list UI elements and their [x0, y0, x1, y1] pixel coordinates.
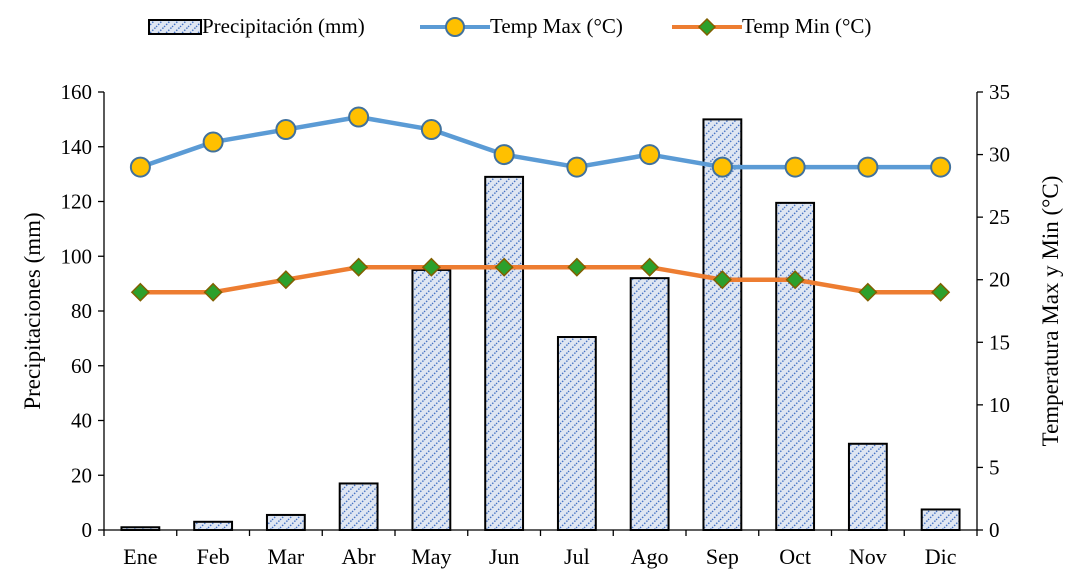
y-tick-label-left: 100 — [61, 244, 93, 268]
legend-item-temp-max: Temp Max (°C) — [420, 14, 623, 39]
bar-precipitation-abr — [338, 482, 379, 531]
bar-precipitation-mar — [265, 513, 306, 531]
y-tick-label-right: 25 — [989, 205, 1010, 229]
marker-temp-max-abr — [348, 106, 370, 128]
bar-precipitation-oct — [775, 201, 816, 531]
bar-precipitation-feb — [193, 520, 234, 531]
legend-swatch-temp-max — [420, 16, 490, 37]
bar-precipitation-sep — [702, 118, 743, 531]
legend-label-temp-max: Temp Max (°C) — [490, 14, 623, 38]
x-tick-label-feb: Feb — [197, 544, 230, 569]
y-tick-label-left: 140 — [61, 135, 93, 159]
x-tick-label-nov: Nov — [849, 544, 887, 569]
marker-temp-min-jun — [494, 257, 514, 277]
plot-area: 0 20 40 60 80 100 120 140 160 0 5 10 15 20 25 30 35 Ene Fe… — [61, 80, 1011, 569]
x-tick-label-dic: Dic — [925, 544, 957, 569]
marker-temp-min-dic — [931, 282, 951, 302]
marker-temp-max-nov — [857, 156, 879, 178]
legend-label-temp-min: Temp Min (°C) — [742, 14, 872, 38]
marker-temp-min-abr — [349, 257, 369, 277]
legend-item-precipitation: Precipitación (mm) — [148, 14, 365, 39]
marker-temp-min-ene — [130, 282, 150, 302]
x-tick-label-jul: Jul — [564, 544, 590, 569]
y-tick-label-left: 160 — [61, 80, 93, 104]
x-tick-label-ago: Ago — [631, 544, 669, 569]
marker-temp-min-may — [421, 257, 441, 277]
bar-precipitation-jun — [484, 175, 525, 532]
y-axis-label-right: Temperatura Max y Min (°C) — [1038, 176, 1063, 447]
marker-temp-max-ago — [639, 144, 661, 166]
y-tick-label-left: 120 — [61, 190, 93, 214]
y-tick-label-right: 5 — [989, 455, 1000, 479]
marker-temp-max-jun — [493, 144, 515, 166]
marker-temp-max-mar — [275, 119, 297, 141]
y-tick-label-left: 40 — [71, 409, 92, 433]
marker-temp-max-ene — [129, 156, 151, 178]
line-temp-min — [140, 264, 941, 295]
marker-temp-max-feb — [202, 131, 224, 153]
y-tick-label-right: 15 — [989, 330, 1010, 354]
y-tick-label-left: 20 — [71, 463, 92, 487]
y-tick-label-right: 30 — [989, 143, 1010, 167]
y-tick-label-left: 60 — [71, 354, 92, 378]
bar-precipitation-dic — [920, 508, 961, 531]
x-tick-label-ene: Ene — [123, 544, 157, 569]
y-tick-label-left: 0 — [82, 518, 93, 542]
y-tick-label-right: 0 — [989, 518, 1000, 542]
x-tick-label-sep: Sep — [706, 544, 739, 569]
marker-temp-min-sep — [712, 270, 732, 290]
y-tick-label-left: 80 — [71, 299, 92, 323]
y-tick-label-right: 20 — [989, 268, 1010, 292]
bar-precipitation-ago — [629, 277, 670, 531]
marker-temp-max-dic — [930, 156, 952, 178]
marker-temp-min-mar — [276, 270, 296, 290]
legend-swatch-precipitation — [148, 18, 202, 35]
marker-temp-max-jul — [566, 156, 588, 178]
bar-precipitation-may — [411, 268, 452, 531]
x-tick-label-mar: Mar — [268, 544, 305, 569]
y-axis-label-left: Precipitaciones (mm) — [20, 212, 45, 409]
x-tick-label-may: May — [411, 544, 451, 569]
marker-temp-min-feb — [203, 282, 223, 302]
bar-precipitation-nov — [847, 442, 888, 531]
chart-legend: Precipitación (mm) Temp Max (°C) Temp Mi… — [0, 8, 1077, 42]
y-tick-label-right: 10 — [989, 393, 1010, 417]
marker-temp-min-nov — [858, 282, 878, 302]
marker-temp-max-oct — [784, 156, 806, 178]
legend-item-temp-min: Temp Min (°C) — [672, 14, 871, 39]
marker-temp-max-sep — [711, 156, 733, 178]
legend-swatch-temp-min — [672, 17, 742, 36]
marker-temp-min-jul — [567, 257, 587, 277]
marker-temp-max-may — [420, 119, 442, 141]
x-tick-label-oct: Oct — [779, 544, 811, 569]
marker-temp-min-oct — [785, 270, 805, 290]
y-tick-label-right: 35 — [989, 80, 1010, 104]
x-tick-label-abr: Abr — [342, 544, 377, 569]
x-tick-label-jun: Jun — [489, 544, 520, 569]
marker-temp-min-ago — [640, 257, 660, 277]
legend-label-precipitation: Precipitación (mm) — [202, 14, 365, 38]
bar-precipitation-jul — [556, 336, 597, 531]
line-temp-max — [139, 114, 941, 170]
